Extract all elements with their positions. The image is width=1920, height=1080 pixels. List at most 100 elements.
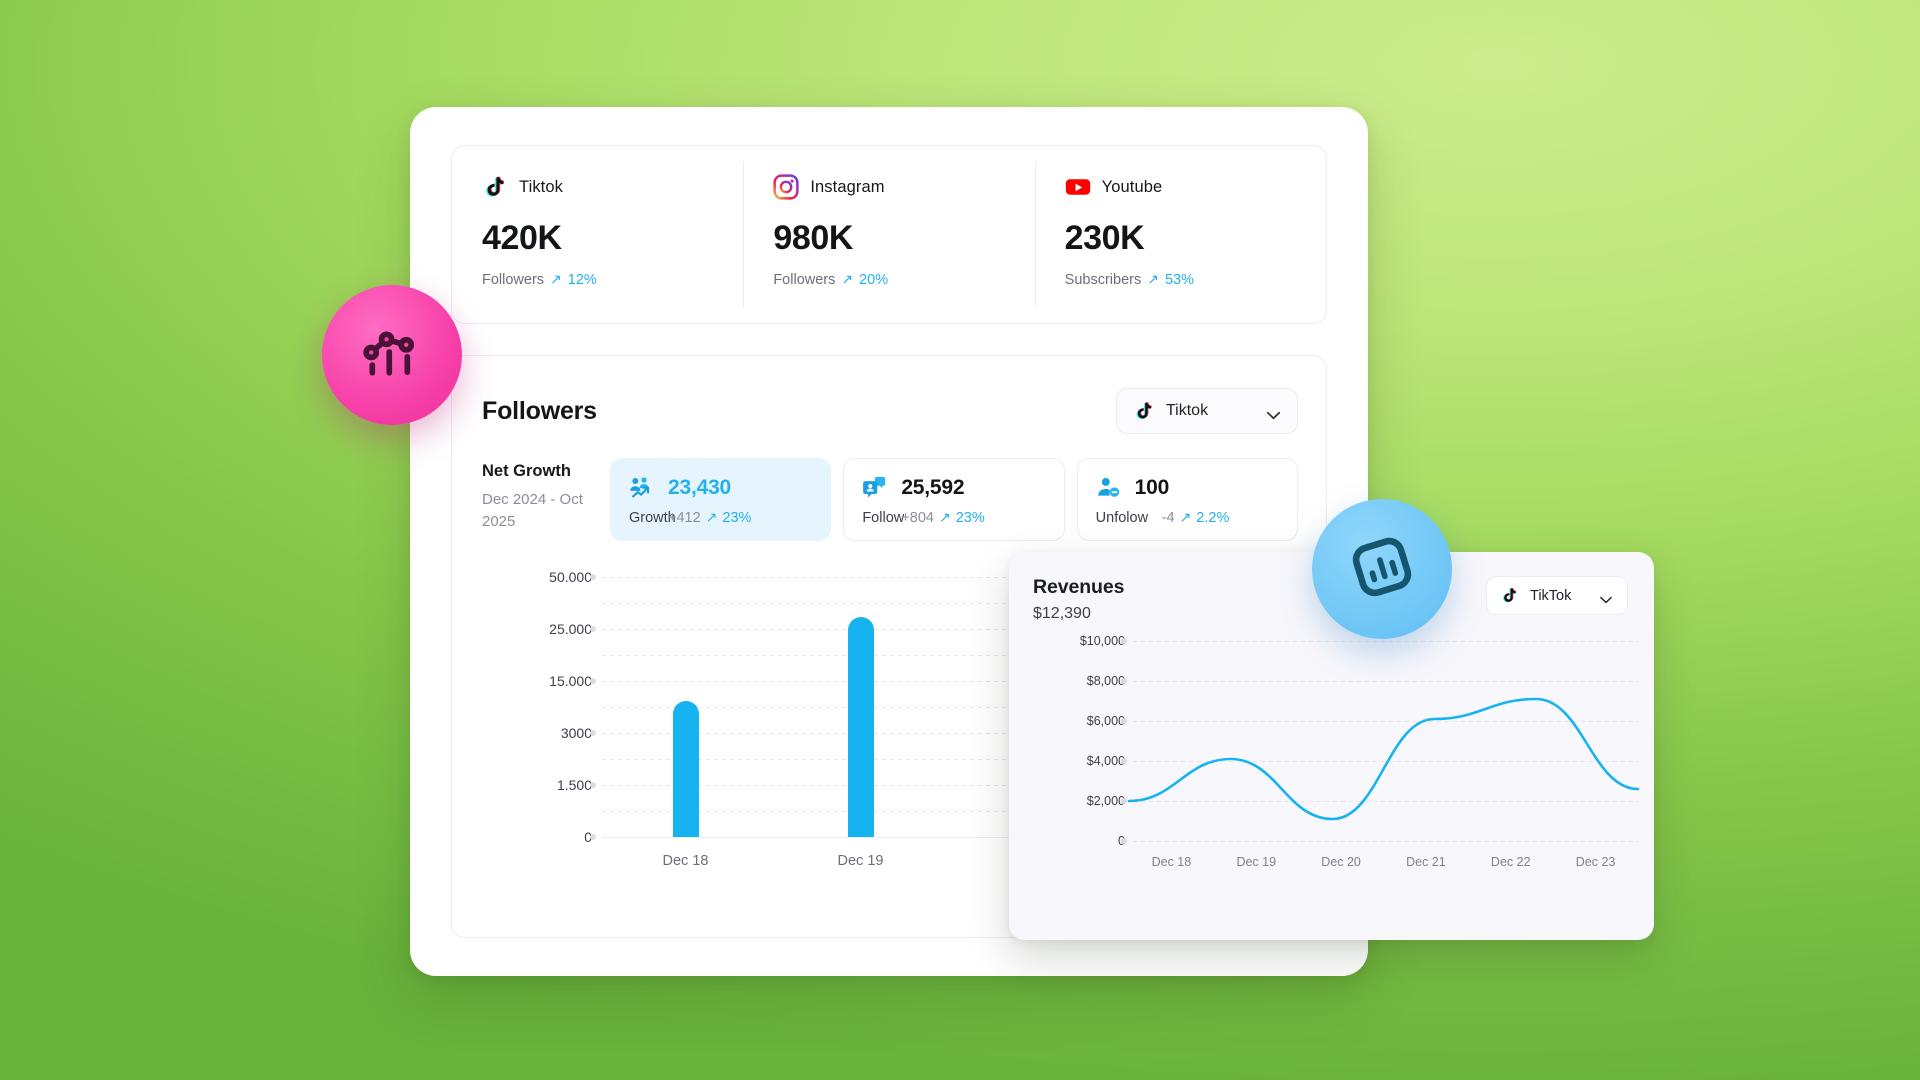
line-chart-y-tick: $10,000	[1079, 634, 1125, 648]
social-stat-subline: Subscribers ↗ 53%	[1065, 271, 1326, 288]
chevron-down-icon	[1266, 407, 1281, 419]
line-chart-x-axis: Dec 18 Dec 19 Dec 20 Dec 21 Dec 22 Dec 23	[1129, 855, 1638, 869]
followers-card-header: Followers Tiktok	[452, 356, 1326, 434]
bar-slot	[598, 577, 773, 837]
social-stats-card: Tiktok 420K Followers ↗ 12%	[451, 145, 1327, 324]
social-stat-instagram: Instagram 980K Followers ↗ 20%	[743, 146, 1034, 323]
metric-delta: -4 ↗ 2.2%	[1162, 509, 1230, 526]
social-stat-header: Youtube	[1065, 174, 1326, 200]
metric-card-follow[interactable]: 25,592 Follow +804 ↗ 23%	[843, 458, 1065, 541]
line-chart-y-axis: $10,000$8,000$6,000$4,000$2,0000	[1033, 634, 1125, 848]
trend-up-icon: ↗	[1147, 271, 1159, 287]
metric-delta-value: -4	[1161, 509, 1175, 526]
metric-value: 23,430	[668, 475, 732, 499]
social-stat-subline: Followers ↗ 12%	[482, 271, 743, 288]
metric-value: 25,592	[901, 475, 965, 499]
metric-label: Follow	[862, 509, 905, 526]
line-chart-y-tick: $4,000	[1086, 754, 1125, 768]
metric-label: Unfolow	[1095, 509, 1149, 526]
trend-up-icon: ↗	[1179, 509, 1192, 525]
metric-card-unfollow[interactable]: 100 Unfolow -4 ↗ 2.2%	[1076, 458, 1298, 541]
line-chart-x-tick: Dec 21	[1406, 855, 1446, 869]
revenues-amount: $12,390	[1033, 605, 1091, 622]
metric-bottom: Growth +412 ↗ 23%	[629, 509, 812, 526]
metric-bottom: Unfolow -4 ↗ 2.2%	[1096, 509, 1279, 526]
tiktok-icon	[1133, 400, 1155, 422]
followers-platform-select[interactable]: Tiktok	[1116, 388, 1298, 434]
net-growth-block: Net Growth Dec 2024 - Oct 2025	[482, 458, 598, 541]
metric-delta-value: +804	[901, 509, 934, 526]
line-chart-icon	[357, 318, 427, 393]
social-stat-value: 980K	[773, 219, 854, 257]
metric-label: Growth	[629, 509, 676, 526]
bar-chart-y-tick: 3000	[560, 725, 592, 741]
social-stat-header: Instagram	[773, 174, 1034, 200]
trend-up-icon: ↗	[841, 271, 854, 287]
social-stat-trend: 20%	[859, 271, 889, 288]
line-chart-x-tick: Dec 22	[1490, 855, 1531, 869]
page-title: Followers	[482, 396, 597, 425]
metric-delta: +412 ↗ 23%	[668, 509, 751, 526]
social-stat-metric-label: Followers	[482, 271, 545, 288]
metric-top: 100	[1096, 475, 1279, 500]
analytics-line-chart-badge	[322, 285, 462, 425]
social-stat-subline: Followers ↗ 20%	[773, 271, 1034, 288]
social-stat-name: Tiktok	[519, 177, 563, 196]
instagram-icon	[773, 174, 799, 200]
follow-icon	[862, 475, 887, 500]
social-stat-metric-label: Subscribers	[1064, 271, 1142, 288]
revenues-title: Revenues	[1033, 576, 1125, 598]
bar-chart-y-tick: 0	[584, 829, 592, 845]
line-chart-x-tick: Dec 20	[1321, 855, 1361, 869]
social-stat-trend: 12%	[567, 271, 597, 288]
revenues-platform-label: TikTok	[1530, 587, 1572, 604]
net-growth-range: Dec 2024 - Oct 2025	[482, 491, 583, 530]
bar-chart-y-tick: 25.000	[549, 621, 592, 637]
bar-chart-square-icon	[1343, 528, 1421, 611]
tiktok-icon	[482, 174, 508, 200]
metric-delta: +804 ↗ 23%	[901, 509, 984, 526]
line-chart-y-tick: $6,000	[1086, 714, 1125, 728]
revenues-title-block: Revenues $12,390	[1033, 576, 1124, 623]
metric-trend: 23%	[955, 509, 985, 526]
youtube-icon	[1065, 174, 1091, 200]
line-chart-x-tick: Dec 23	[1575, 855, 1616, 869]
line-chart-x-tick: Dec 18	[1151, 855, 1192, 869]
line-chart-plot	[1121, 638, 1638, 844]
trend-up-icon: ↗	[550, 271, 562, 287]
bar-chart-y-tick: 15.000	[549, 673, 592, 689]
net-growth-title: Net Growth	[482, 462, 571, 480]
social-stat-tiktok: Tiktok 420K Followers ↗ 12%	[452, 146, 743, 323]
metrics-row: Net Growth Dec 2024 - Oct 2025	[452, 434, 1326, 541]
metric-delta-value: +412	[668, 509, 701, 526]
line-chart-x-tick: Dec 19	[1236, 855, 1277, 869]
unfollow-icon	[1096, 475, 1121, 500]
growth-icon	[629, 475, 654, 500]
metric-bottom: Follow +804 ↗ 23%	[862, 509, 1045, 526]
social-stat-value: 420K	[482, 219, 562, 257]
social-stat-youtube: Youtube 230K Subscribers ↗ 53%	[1034, 146, 1326, 323]
social-stat-name: Youtube	[1101, 177, 1163, 196]
revenues-platform-select[interactable]: TikTok	[1486, 576, 1628, 615]
bar-chart-x-tick: Dec 19	[837, 853, 884, 869]
line-chart-y-tick: $2,000	[1086, 794, 1125, 808]
chevron-down-icon	[1599, 591, 1614, 604]
bar[interactable]	[847, 617, 874, 837]
bar-chart-y-axis: 50.000 25.000 15.000 3000 1.500 0	[482, 569, 592, 845]
bar-chart-badge	[1312, 499, 1452, 639]
bar-chart-y-tick: 50.000	[549, 569, 592, 585]
metric-top: 23,430	[629, 475, 812, 500]
metric-trend: 2.2%	[1196, 509, 1230, 526]
social-stat-header: Tiktok	[482, 174, 743, 200]
metric-top: 25,592	[862, 475, 1045, 500]
bar[interactable]	[672, 700, 699, 837]
revenues-card-header: Revenues $12,390 TikTok	[1009, 552, 1654, 623]
bar-slot	[773, 577, 948, 837]
bar-chart-y-tick: 1.500	[556, 777, 592, 793]
tiktok-icon	[1500, 586, 1519, 605]
metric-card-growth[interactable]: 23,430 Growth +412 ↗ 23%	[610, 458, 832, 541]
metric-trend: 23%	[722, 509, 752, 526]
social-stat-name: Instagram	[810, 177, 885, 196]
social-stat-metric-label: Followers	[773, 271, 836, 288]
trend-up-icon: ↗	[705, 509, 718, 525]
